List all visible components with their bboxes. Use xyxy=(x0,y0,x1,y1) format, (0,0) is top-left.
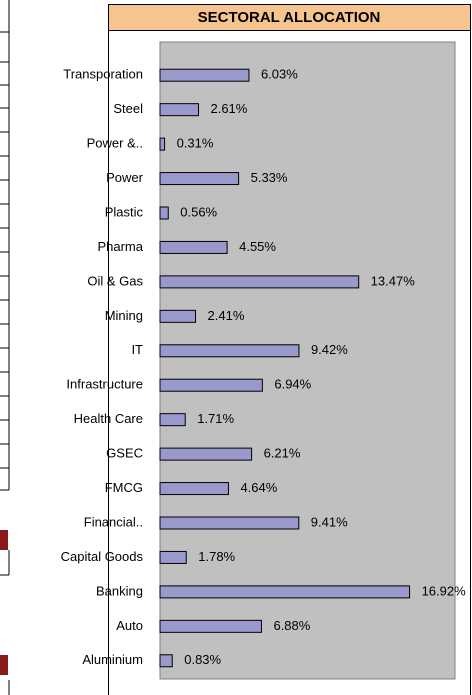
category-label: Oil & Gas xyxy=(87,273,143,288)
bar xyxy=(159,619,262,633)
value-label: 6.88% xyxy=(273,618,310,633)
category-label: Capital Goods xyxy=(61,549,144,564)
category-label: Mining xyxy=(105,308,143,323)
bar xyxy=(159,137,166,151)
value-label: 6.03% xyxy=(261,67,298,82)
value-label: 2.41% xyxy=(208,308,245,323)
bar xyxy=(159,378,263,392)
category-label: Transporation xyxy=(63,67,143,82)
left-fragments xyxy=(0,0,10,695)
bar xyxy=(159,240,228,254)
bar xyxy=(159,516,300,530)
bar xyxy=(159,447,253,461)
value-label: 0.56% xyxy=(180,204,217,219)
bar xyxy=(159,172,240,186)
value-label: 0.83% xyxy=(184,652,221,667)
bar xyxy=(159,585,411,599)
value-label: 5.33% xyxy=(251,170,288,185)
category-label: GSEC xyxy=(106,446,143,461)
bar xyxy=(159,275,360,289)
category-label: Steel xyxy=(113,101,143,116)
value-label: 6.21% xyxy=(264,446,301,461)
value-label: 2.61% xyxy=(210,101,247,116)
value-label: 4.55% xyxy=(239,239,276,254)
bar xyxy=(159,413,186,427)
value-label: 1.78% xyxy=(198,549,235,564)
value-label: 1.71% xyxy=(197,411,234,426)
bar xyxy=(159,550,187,564)
chart-title: SECTORAL ALLOCATION xyxy=(198,9,381,26)
category-label: Financial.. xyxy=(84,514,143,529)
left-tab xyxy=(0,530,8,550)
category-label: IT xyxy=(131,342,143,357)
category-label: Plastic xyxy=(105,204,144,219)
bar xyxy=(159,103,199,117)
value-label: 13.47% xyxy=(371,273,416,288)
value-label: 9.41% xyxy=(311,514,348,529)
bar xyxy=(159,482,229,496)
category-label: FMCG xyxy=(105,480,143,495)
title-bar xyxy=(108,4,471,31)
category-label: Banking xyxy=(96,583,143,598)
category-label: Auto xyxy=(116,618,143,633)
category-label: Pharma xyxy=(97,239,143,254)
bar xyxy=(159,68,250,82)
value-label: 16.92% xyxy=(422,583,467,598)
category-label: Infrastructure xyxy=(66,377,143,392)
category-label: Aluminium xyxy=(82,652,143,667)
bar xyxy=(159,654,173,668)
category-label: Health Care xyxy=(74,411,143,426)
bar xyxy=(159,206,169,220)
bar xyxy=(159,344,300,358)
category-label: Power xyxy=(106,170,144,185)
value-label: 4.64% xyxy=(240,480,277,495)
value-label: 6.94% xyxy=(274,377,311,392)
left-tab xyxy=(0,655,8,675)
category-label: Power &.. xyxy=(87,136,143,151)
value-label: 9.42% xyxy=(311,342,348,357)
value-label: 0.31% xyxy=(177,136,214,151)
bar xyxy=(159,309,197,323)
plot-area xyxy=(159,41,456,680)
